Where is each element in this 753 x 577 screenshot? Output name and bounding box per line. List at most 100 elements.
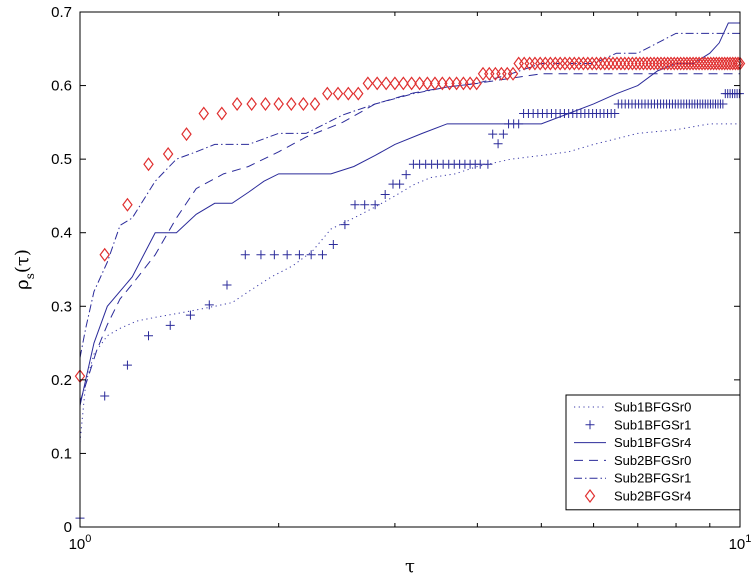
legend: Sub1BFGSr0 Sub1BFGSr1 Sub1BFGSr4 Sub2BFGSr0… xyxy=(565,394,741,511)
data-point-plus xyxy=(718,99,728,109)
data-point-diamond xyxy=(638,56,649,71)
legend-entry-Sub1BFGSr0: Sub1BFGSr0 xyxy=(574,400,691,415)
y-tick-label: 0.5 xyxy=(51,151,72,168)
y-axis-label-main: ρ xyxy=(12,279,33,290)
data-point-plus xyxy=(204,300,214,310)
data-point-diamond xyxy=(343,86,354,101)
y-tick-label: 0.2 xyxy=(51,372,72,389)
data-point-plus xyxy=(370,200,380,210)
data-point-diamond xyxy=(260,96,271,111)
data-point-diamond xyxy=(634,56,646,71)
data-point-diamond xyxy=(603,56,615,71)
data-point-plus xyxy=(306,250,316,260)
series-Sub1BFGSr1 xyxy=(75,89,744,523)
data-point-diamond xyxy=(730,56,741,71)
data-point-diamond xyxy=(143,157,154,172)
legend-box xyxy=(565,394,741,511)
x-tick-label: 101 xyxy=(729,533,752,553)
legend-label: Sub1BFGSr4 xyxy=(614,435,691,450)
legend-entry-Sub2BFGSr0: Sub2BFGSr0 xyxy=(574,453,691,468)
data-point-diamond xyxy=(353,86,364,101)
series-Sub2BFGSr4 xyxy=(74,56,746,384)
data-point-diamond xyxy=(595,56,606,71)
data-point-diamond xyxy=(652,56,663,71)
data-point-diamond xyxy=(216,106,228,121)
data-point-diamond xyxy=(564,56,575,71)
data-point-plus xyxy=(340,220,350,230)
data-point-diamond xyxy=(627,56,638,71)
legend-label: Sub2BFGSr1 xyxy=(614,471,691,486)
data-point-plus xyxy=(144,331,154,341)
y-axis-label-subscript: s xyxy=(23,273,37,279)
data-point-diamond xyxy=(545,56,556,71)
legend-label: Sub2BFGSr4 xyxy=(614,489,691,504)
legend-label: Sub1BFGSr1 xyxy=(614,417,691,432)
data-point-diamond xyxy=(507,66,519,81)
data-point-plus xyxy=(350,200,360,210)
data-point-diamond xyxy=(607,56,619,71)
data-point-diamond xyxy=(406,76,417,91)
data-point-diamond xyxy=(298,96,309,111)
data-point-diamond xyxy=(286,96,297,111)
data-point-plus xyxy=(100,391,110,401)
data-point-plus xyxy=(317,250,327,260)
data-point-plus xyxy=(475,159,485,169)
data-point-diamond xyxy=(444,76,455,91)
data-point-plus xyxy=(734,89,744,99)
data-point-diamond xyxy=(540,56,551,71)
data-point-diamond xyxy=(231,96,243,111)
y-tick-label: 0.1 xyxy=(51,445,72,462)
data-point-plus xyxy=(240,250,250,260)
data-point-plus xyxy=(122,360,132,370)
data-point-diamond xyxy=(573,56,585,71)
data-point-diamond xyxy=(362,76,374,91)
data-point-diamond xyxy=(99,247,110,262)
data-point-diamond xyxy=(332,86,344,101)
data-point-plus xyxy=(360,200,370,210)
data-point-plus xyxy=(185,310,195,320)
series-line-Sub2BFGSr1 xyxy=(79,32,740,358)
data-point-diamond xyxy=(599,56,611,71)
data-point-diamond xyxy=(582,56,594,71)
data-point-diamond xyxy=(559,56,571,71)
data-point-diamond xyxy=(414,76,425,91)
y-axis-label-argument: (τ) xyxy=(12,249,33,273)
data-point-diamond xyxy=(471,76,482,91)
data-point-diamond xyxy=(569,56,580,71)
data-point-diamond xyxy=(727,56,738,71)
data-point-diamond xyxy=(534,56,546,71)
data-point-plus xyxy=(401,170,411,180)
data-point-diamond xyxy=(429,76,441,91)
data-point-plus xyxy=(488,129,498,139)
y-tick-label: 0 xyxy=(64,519,72,536)
data-point-diamond xyxy=(398,76,409,91)
data-point-diamond xyxy=(122,197,133,212)
legend-entry-Sub2BFGSr1: Sub2BFGSr1 xyxy=(574,471,691,486)
data-point-diamond xyxy=(630,56,642,71)
axes-layer: 0 0.1 0.2 0.3 0.4 0.5 0.6 0.7 100 101 xyxy=(51,4,751,553)
data-point-diamond xyxy=(371,76,383,91)
data-point-diamond xyxy=(578,56,589,71)
data-point-diamond xyxy=(615,56,627,71)
data-point-diamond xyxy=(309,96,321,111)
y-tick-label: 0.7 xyxy=(51,4,72,21)
legend-swatch-plus xyxy=(585,420,595,430)
series-line-Sub2BFGSr0 xyxy=(79,73,740,403)
data-point-diamond xyxy=(645,56,656,71)
data-point-plus xyxy=(282,250,292,260)
data-point-diamond xyxy=(619,56,631,71)
data-point-diamond xyxy=(422,76,433,91)
data-point-plus xyxy=(493,139,503,149)
data-point-diamond xyxy=(246,96,257,111)
data-point-plus xyxy=(610,109,620,119)
axes-frame xyxy=(79,11,741,528)
data-point-plus xyxy=(328,239,338,249)
data-point-diamond xyxy=(591,56,602,71)
data-point-diamond xyxy=(389,76,401,91)
y-axis-label: ρs(τ) xyxy=(12,249,37,290)
data-point-diamond xyxy=(273,96,284,111)
series-layer xyxy=(74,22,746,523)
data-point-plus xyxy=(222,280,232,290)
data-point-diamond xyxy=(529,56,541,71)
